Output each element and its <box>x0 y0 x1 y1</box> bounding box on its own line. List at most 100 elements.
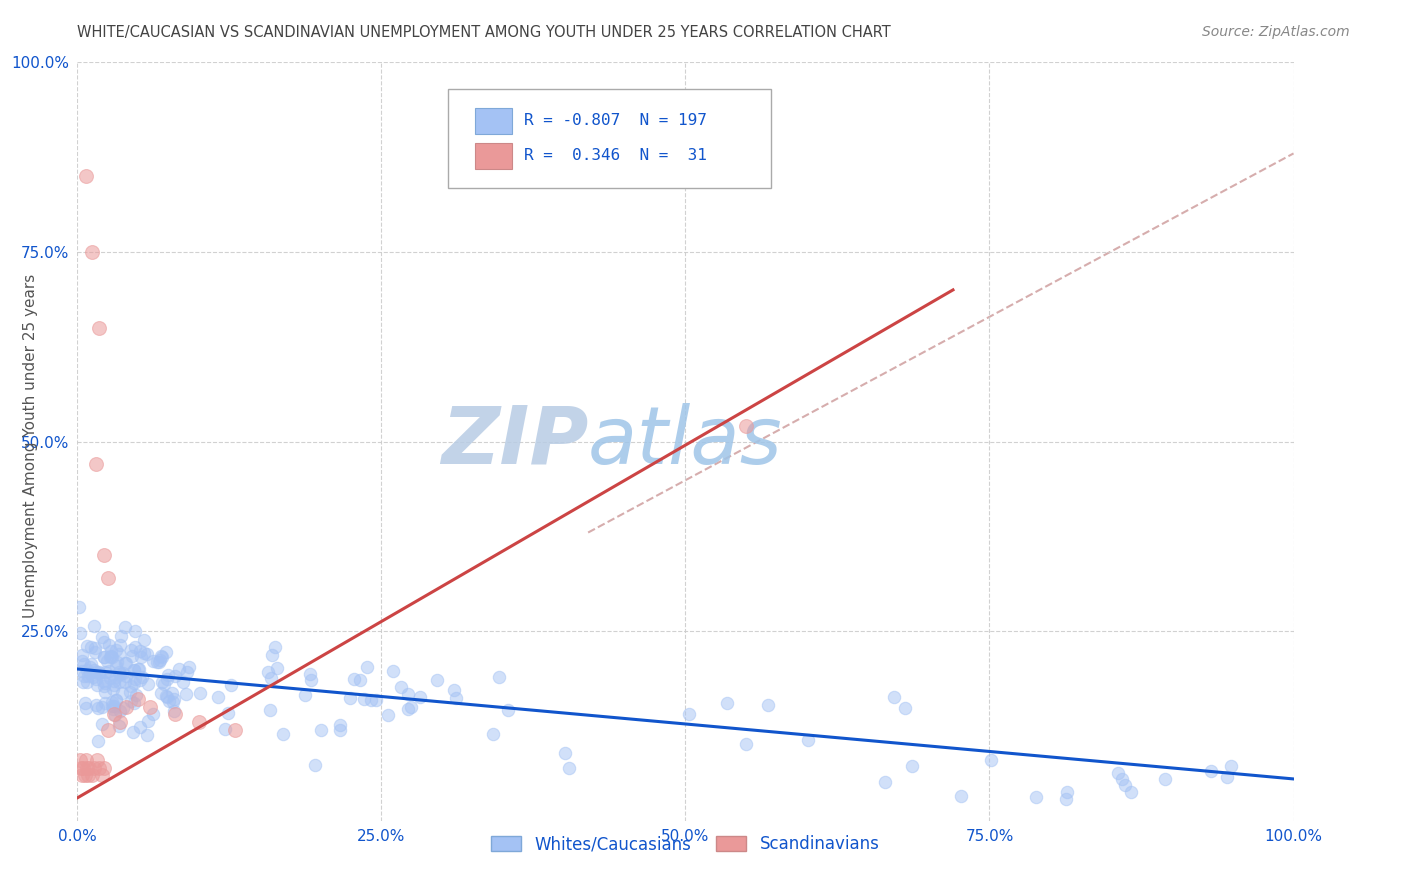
Point <box>260 672 283 686</box>
Point <box>716 696 738 710</box>
Point <box>93 548 115 563</box>
Point <box>90 631 112 645</box>
Point <box>1201 764 1223 778</box>
Text: ZIP: ZIP <box>440 402 588 481</box>
Point <box>70 654 93 668</box>
FancyBboxPatch shape <box>475 143 512 169</box>
Point <box>107 665 129 679</box>
Point <box>98 665 121 679</box>
Point <box>80 657 103 671</box>
Point <box>87 700 110 714</box>
Point <box>107 674 129 689</box>
Point <box>104 642 127 657</box>
Point <box>84 640 107 655</box>
Point <box>134 632 156 647</box>
Point <box>72 674 94 689</box>
Point <box>257 665 280 680</box>
Point <box>104 692 127 706</box>
Point <box>349 673 371 687</box>
Point <box>87 734 110 748</box>
Point <box>399 700 422 714</box>
Point <box>83 619 105 633</box>
Point <box>70 768 93 782</box>
Point <box>135 647 157 661</box>
Point <box>177 659 200 673</box>
Point <box>84 673 107 687</box>
Point <box>142 654 165 668</box>
Point <box>165 668 187 682</box>
Point <box>167 662 190 676</box>
Point <box>309 723 332 737</box>
Point <box>980 753 1002 767</box>
Point <box>121 648 143 663</box>
Point <box>67 599 90 614</box>
Point <box>294 688 316 702</box>
Point <box>558 761 581 775</box>
Point <box>103 699 125 714</box>
Point <box>382 664 405 678</box>
Text: R =  0.346  N =  31: R = 0.346 N = 31 <box>523 148 707 163</box>
Point <box>482 726 505 740</box>
Point <box>73 768 96 782</box>
Point <box>396 702 419 716</box>
Point <box>360 692 382 706</box>
Point <box>101 681 124 696</box>
Point <box>101 702 124 716</box>
Point <box>174 687 197 701</box>
Text: Unemployment Among Youth under 25 years: Unemployment Among Youth under 25 years <box>24 274 38 618</box>
Point <box>1220 759 1243 773</box>
Point <box>76 640 98 654</box>
Point <box>377 708 399 723</box>
Point <box>1025 789 1047 804</box>
Point <box>79 666 101 681</box>
Text: Source: ZipAtlas.com: Source: ZipAtlas.com <box>1202 25 1350 39</box>
Point <box>98 638 121 652</box>
Point <box>188 686 211 700</box>
Point <box>93 679 115 693</box>
Point <box>797 733 820 747</box>
Point <box>122 725 145 739</box>
Point <box>136 714 159 729</box>
Point <box>72 669 94 683</box>
Point <box>83 663 105 677</box>
Point <box>84 665 107 679</box>
Point <box>112 701 135 715</box>
Point <box>115 699 138 714</box>
Point <box>108 719 131 733</box>
Point <box>488 670 510 684</box>
Point <box>299 667 322 681</box>
Point <box>101 695 124 709</box>
Point <box>105 693 128 707</box>
Point <box>217 706 239 721</box>
FancyBboxPatch shape <box>475 108 512 134</box>
Point <box>79 660 101 674</box>
Point <box>162 692 184 706</box>
Point <box>259 703 281 717</box>
Point <box>75 753 97 767</box>
Point <box>93 650 115 665</box>
Point <box>356 660 378 674</box>
Point <box>155 690 177 704</box>
Point <box>94 696 117 710</box>
Point <box>396 687 419 701</box>
Text: R = -0.807  N = 197: R = -0.807 N = 197 <box>523 113 707 128</box>
Point <box>136 677 159 691</box>
Point <box>758 698 780 713</box>
Point <box>98 649 121 664</box>
Point <box>105 656 128 670</box>
Point <box>139 699 162 714</box>
Point <box>266 661 288 675</box>
Point <box>155 689 177 703</box>
Point <box>108 666 131 681</box>
Point <box>69 626 91 640</box>
Point <box>149 653 172 667</box>
Point <box>125 689 148 703</box>
Point <box>120 642 142 657</box>
Point <box>80 640 103 654</box>
Point <box>122 675 145 690</box>
Point <box>443 683 465 698</box>
Point <box>883 690 905 704</box>
Point <box>89 320 111 334</box>
Point <box>94 685 117 699</box>
Point <box>128 673 150 688</box>
